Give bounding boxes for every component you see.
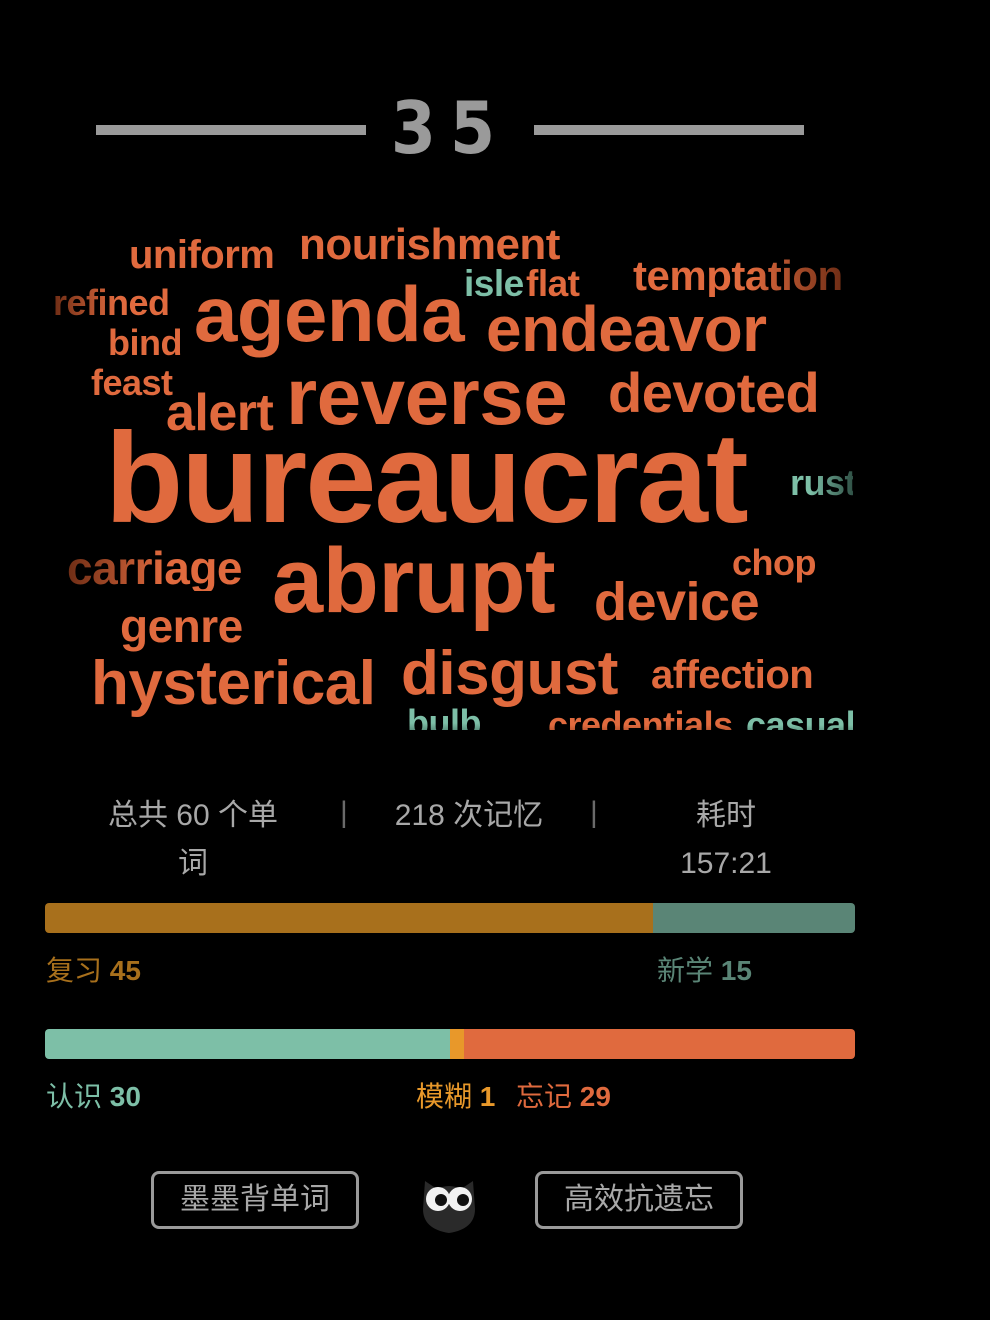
cloud-word: nourishment bbox=[299, 220, 560, 269]
cloud-word: casual bbox=[746, 707, 853, 731]
cloud-word: devoted bbox=[608, 361, 820, 424]
cloud-word: hysterical bbox=[91, 649, 376, 718]
cloud-word: device bbox=[594, 572, 760, 632]
cloud-word: abrupt bbox=[272, 530, 556, 632]
cloud-word: chop bbox=[732, 542, 817, 583]
owl-icon bbox=[413, 1165, 485, 1237]
cloud-word: alert bbox=[166, 384, 274, 442]
header-line-right bbox=[534, 125, 804, 135]
cloud-word: agenda bbox=[194, 270, 465, 358]
known-label: 认识 30 bbox=[46, 1081, 141, 1112]
cloud-word: carriage bbox=[67, 542, 243, 594]
recall-bar bbox=[45, 1029, 855, 1059]
stat-divider: | bbox=[590, 796, 598, 829]
app-name-button[interactable]: 墨墨背单词 bbox=[151, 1171, 359, 1229]
cloud-word: flat bbox=[526, 263, 580, 304]
cloud-word: bureaucrat bbox=[105, 407, 749, 550]
cloud-word: feast bbox=[91, 362, 173, 403]
new-label: 新学 15 bbox=[657, 955, 752, 986]
word-cloud: uniform nourishment isle flat temptation… bbox=[48, 215, 853, 731]
day-number: 35 bbox=[390, 86, 510, 170]
cloud-word: uniform bbox=[129, 233, 275, 277]
cloud-word: bulb bbox=[407, 705, 481, 731]
cloud-word: bind bbox=[108, 322, 182, 363]
slogan-button[interactable]: 高效抗遗忘 bbox=[535, 1171, 743, 1229]
cloud-word: endeavor bbox=[486, 293, 767, 365]
known-segment bbox=[45, 1029, 450, 1059]
stat-time: 耗时 157:21 bbox=[631, 792, 821, 888]
stat-divider: | bbox=[340, 796, 348, 829]
stat-time-value: 157:21 bbox=[680, 847, 772, 880]
review-label: 复习 45 bbox=[46, 955, 141, 986]
cloud-word: refined bbox=[53, 282, 170, 323]
cloud-word: affection bbox=[651, 653, 814, 697]
stat-total-words: 总共 60 个单词 bbox=[107, 799, 279, 880]
cloud-word: rust bbox=[790, 465, 853, 501]
forgot-segment bbox=[463, 1029, 855, 1059]
stat-time-label: 耗时 bbox=[696, 799, 756, 832]
forgot-label: 忘记 29 bbox=[516, 1081, 611, 1112]
header-line-left bbox=[96, 125, 366, 135]
cloud-word: genre bbox=[120, 600, 243, 652]
cloud-word: isle bbox=[464, 263, 524, 304]
cloud-word: credentials bbox=[548, 707, 733, 731]
cloud-word: temptation bbox=[633, 252, 843, 299]
review-segment bbox=[45, 903, 653, 933]
stat-memory-count: 218 次记忆 bbox=[394, 799, 544, 832]
cloud-word: reverse bbox=[286, 352, 568, 441]
new-segment bbox=[652, 903, 855, 933]
review-new-bar bbox=[45, 903, 855, 933]
cloud-word: disgust bbox=[401, 639, 618, 708]
fuzzy-segment bbox=[450, 1029, 464, 1059]
fuzzy-label: 模糊 1 bbox=[416, 1081, 496, 1112]
